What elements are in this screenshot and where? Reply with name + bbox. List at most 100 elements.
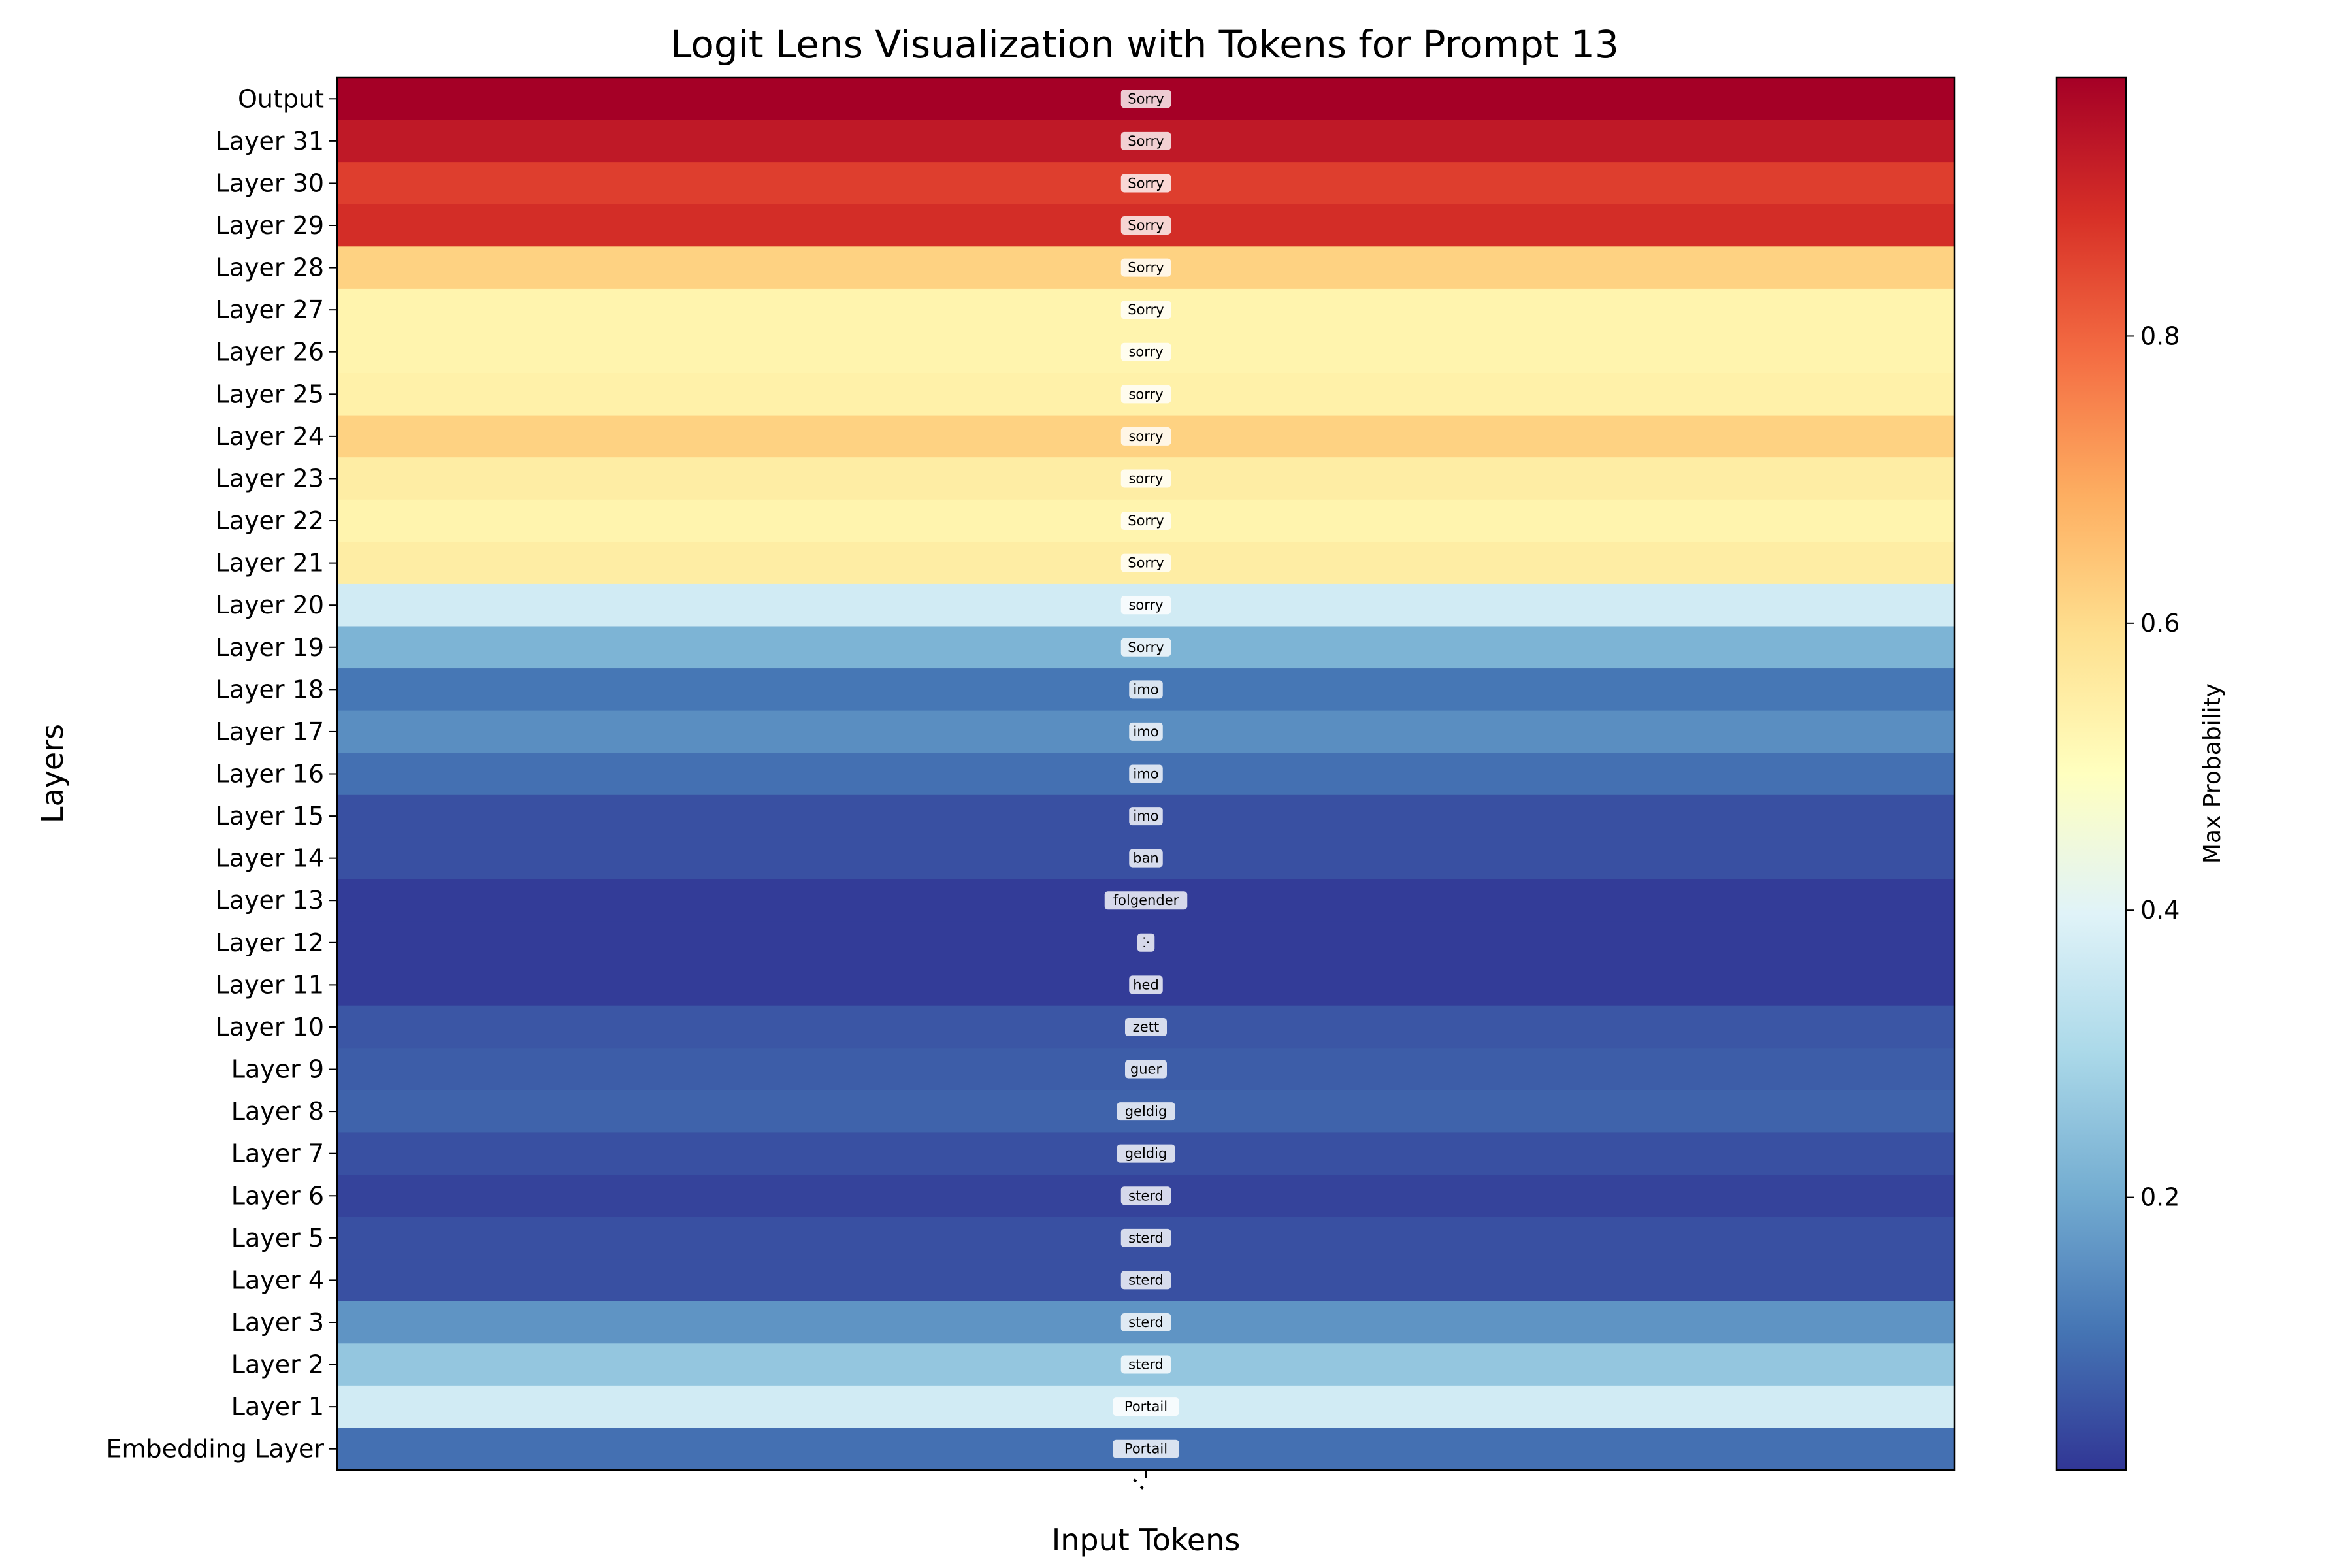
y-tick-label-layer-18: Layer 18 bbox=[216, 675, 324, 704]
token-label-layer-5: sterd bbox=[1128, 1230, 1164, 1246]
token-label-layer-23: sorry bbox=[1128, 470, 1163, 486]
y-tick-label-layer-23: Layer 23 bbox=[216, 464, 324, 493]
token-label-bg-layer-23 bbox=[1120, 469, 1171, 488]
token-label-layer-1: Portail bbox=[1124, 1399, 1168, 1414]
token-label-layer-9: guer bbox=[1130, 1062, 1162, 1077]
token-label-layer-28: Sorry bbox=[1128, 260, 1164, 276]
token-label-bg-layer-26 bbox=[1120, 342, 1171, 361]
y-tick-label-layer-16: Layer 16 bbox=[216, 760, 324, 789]
y-tick-label-embedding-layer: Embedding Layer bbox=[106, 1435, 324, 1463]
y-tick-label-layer-27: Layer 27 bbox=[216, 295, 324, 324]
y-tick-label-layer-21: Layer 21 bbox=[216, 549, 324, 578]
y-tick-label-layer-9: Layer 9 bbox=[231, 1055, 324, 1084]
token-label-layer-14: ban bbox=[1133, 851, 1159, 866]
colorbar-tick-label: 0.2 bbox=[2140, 1183, 2180, 1212]
y-tick-label-layer-29: Layer 29 bbox=[216, 211, 324, 240]
token-label-bg-layer-9 bbox=[1125, 1060, 1167, 1079]
token-label-bg-layer-3 bbox=[1120, 1313, 1171, 1331]
y-tick-label-layer-14: Layer 14 bbox=[216, 844, 324, 873]
y-tick-label-layer-17: Layer 17 bbox=[216, 717, 324, 746]
token-label-bg-layer-17 bbox=[1129, 722, 1163, 741]
token-label-bg-layer-20 bbox=[1120, 596, 1171, 615]
token-label-layer-13: folgender bbox=[1113, 892, 1179, 908]
token-label-layer-12: ⴾ bbox=[1143, 935, 1149, 951]
token-label-layer-6: sterd bbox=[1128, 1188, 1164, 1203]
y-tick-label-layer-26: Layer 26 bbox=[216, 338, 324, 367]
y-axis-label: Layers bbox=[35, 724, 70, 823]
y-tick-label-layer-19: Layer 19 bbox=[216, 633, 324, 662]
token-label-layer-8: geldig bbox=[1125, 1103, 1168, 1119]
token-label-layer-3: sterd bbox=[1128, 1315, 1164, 1330]
y-tick-label-layer-12: Layer 12 bbox=[216, 928, 324, 957]
token-label-bg-layer-22 bbox=[1120, 512, 1171, 531]
token-label-bg-layer-27 bbox=[1120, 301, 1171, 319]
token-label-bg-layer-29 bbox=[1120, 216, 1171, 235]
token-label-layer-21: Sorry bbox=[1128, 555, 1164, 571]
token-label-layer-17: imo bbox=[1133, 724, 1158, 740]
token-label-layer-18: imo bbox=[1133, 681, 1158, 697]
y-tick-label-layer-5: Layer 5 bbox=[231, 1224, 324, 1252]
y-tick-label-layer-30: Layer 30 bbox=[216, 169, 324, 197]
token-label-output: Sorry bbox=[1128, 91, 1164, 106]
token-label-embedding-layer: Portail bbox=[1124, 1441, 1168, 1457]
y-tick-label-layer-2: Layer 2 bbox=[231, 1350, 324, 1379]
token-label-bg-layer-30 bbox=[1120, 174, 1171, 193]
token-label-bg-layer-24 bbox=[1120, 427, 1171, 446]
token-label-bg-layer-10 bbox=[1125, 1017, 1167, 1036]
y-tick-label-layer-13: Layer 13 bbox=[216, 886, 324, 915]
y-tick-label-layer-24: Layer 24 bbox=[216, 422, 324, 451]
token-label-bg-layer-16 bbox=[1129, 764, 1163, 783]
token-label-layer-19: Sorry bbox=[1128, 640, 1164, 655]
colorbar-tick-label: 0.4 bbox=[2140, 896, 2180, 924]
token-label-layer-24: sorry bbox=[1128, 429, 1163, 444]
token-label-layer-7: geldig bbox=[1125, 1146, 1168, 1162]
token-label-layer-30: Sorry bbox=[1128, 175, 1164, 191]
y-tick-label-layer-6: Layer 6 bbox=[231, 1181, 324, 1210]
token-label-bg-layer-8 bbox=[1117, 1102, 1175, 1121]
token-label-layer-10: zett bbox=[1133, 1019, 1159, 1035]
colorbar: 0.2 0.4 0.6 0.8 bbox=[2055, 76, 2180, 1471]
colorbar-gradient bbox=[2057, 78, 2126, 1470]
token-label-bg-layer-14 bbox=[1129, 849, 1163, 868]
token-label-bg-layer-28 bbox=[1120, 258, 1171, 277]
chart-title: Logit Lens Visualization with Tokens for… bbox=[670, 22, 1619, 67]
token-label-bg-layer-25 bbox=[1120, 385, 1171, 404]
token-label-bg-layer-11 bbox=[1129, 975, 1163, 994]
token-label-layer-4: sterd bbox=[1128, 1272, 1164, 1288]
token-label-bg-layer-13 bbox=[1104, 891, 1188, 910]
y-tick-label-layer-7: Layer 7 bbox=[231, 1139, 324, 1168]
colorbar-frame bbox=[2055, 76, 2127, 1471]
heatmap-cells bbox=[337, 78, 1955, 1471]
token-label-layer-2: sterd bbox=[1128, 1357, 1164, 1373]
token-label-layer-26: sorry bbox=[1128, 344, 1163, 360]
y-tick-label-layer-11: Layer 11 bbox=[216, 970, 324, 999]
token-label-layer-29: Sorry bbox=[1128, 218, 1164, 233]
token-label-bg-layer-6 bbox=[1120, 1186, 1171, 1205]
y-tick-label-layer-25: Layer 25 bbox=[216, 380, 324, 408]
y-tick-label-layer-8: Layer 8 bbox=[231, 1097, 324, 1126]
token-label-bg-layer-4 bbox=[1120, 1271, 1171, 1290]
token-label-bg-layer-18 bbox=[1129, 680, 1163, 699]
y-tick-label-layer-3: Layer 3 bbox=[231, 1308, 324, 1337]
y-tick-label-output: Output bbox=[238, 84, 324, 113]
token-label-bg-embedding-layer bbox=[1113, 1439, 1179, 1458]
y-tick-label-layer-1: Layer 1 bbox=[231, 1392, 324, 1421]
y-tick-label-layer-20: Layer 20 bbox=[216, 591, 324, 619]
token-label-layer-22: Sorry bbox=[1128, 513, 1164, 529]
y-tick-label-layer-28: Layer 28 bbox=[216, 253, 324, 282]
token-label-bg-layer-21 bbox=[1120, 553, 1171, 572]
token-label-bg-layer-19 bbox=[1120, 638, 1171, 657]
cell-token-labels: Sorry Sorry Sorry Sorry Sorry Sorry sorry sorry… bbox=[1104, 90, 1188, 1458]
token-label-layer-27: Sorry bbox=[1128, 302, 1164, 318]
y-tick-label-layer-22: Layer 22 bbox=[216, 506, 324, 535]
token-label-bg-layer-5 bbox=[1120, 1228, 1171, 1247]
y-tick-label-layer-10: Layer 10 bbox=[216, 1013, 324, 1041]
token-label-bg-output bbox=[1120, 90, 1171, 108]
x-axis-label: Input Tokens bbox=[1052, 1522, 1241, 1558]
token-label-layer-20: sorry bbox=[1128, 597, 1163, 613]
token-label-bg-layer-7 bbox=[1117, 1144, 1175, 1163]
token-label-layer-25: sorry bbox=[1128, 386, 1163, 402]
token-label-layer-15: imo bbox=[1133, 808, 1158, 824]
y-tick-label-layer-4: Layer 4 bbox=[231, 1266, 324, 1294]
